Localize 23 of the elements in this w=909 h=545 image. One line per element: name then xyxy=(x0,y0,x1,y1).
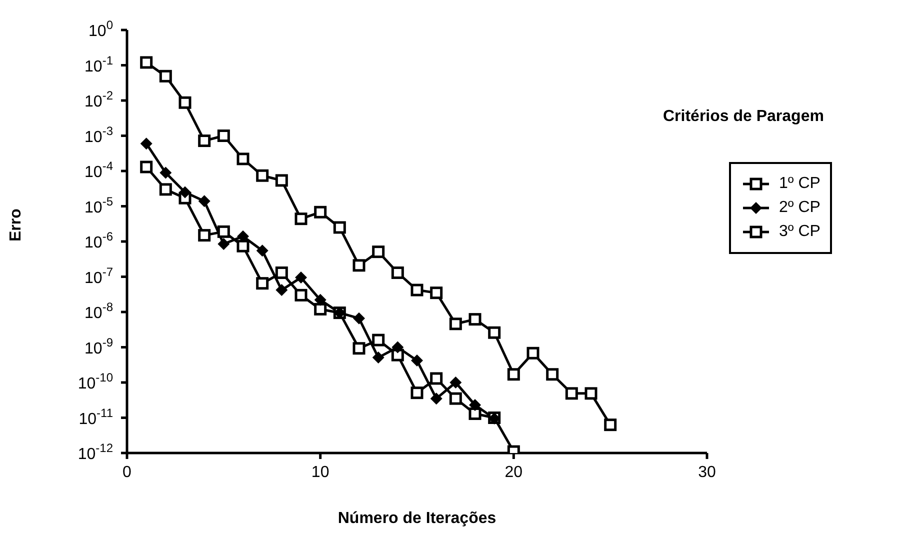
y-tick-label: 10$^{-8}$ xyxy=(84,300,114,322)
y-tick-label: 10$^{0}$ xyxy=(88,18,114,40)
y-tick-label: 10$^{-10}$ xyxy=(78,370,114,392)
x-tick-label: 20 xyxy=(504,464,523,481)
x-tick-label: 0 xyxy=(122,464,132,481)
y-tick-label: 10$^{-4}$ xyxy=(84,159,114,181)
x-tick-label: 30 xyxy=(698,464,716,481)
y-tick-label: 10$^{-2}$ xyxy=(84,88,114,110)
y-tick-label: 10$^{-5}$ xyxy=(84,194,114,216)
y-tick-label: 10$^{-1}$ xyxy=(84,53,114,76)
legend-label: 1º CP xyxy=(779,174,820,194)
y-tick-label: 10$^{-7}$ xyxy=(84,264,114,287)
y-tick-label: 10$^{-9}$ xyxy=(84,335,114,358)
x-axis-title: Número de Iterações xyxy=(338,510,496,527)
legend-title: Critérios de Paragem xyxy=(663,108,825,126)
y-tick-label: 10$^{-12}$ xyxy=(78,441,114,463)
y-tick-label: 10$^{-3}$ xyxy=(84,124,114,146)
y-tick-label: 10$^{-6}$ xyxy=(84,230,114,252)
legend-label: 2º CP xyxy=(779,198,820,218)
legend-label: 3º CP xyxy=(779,222,820,242)
y-axis-title: Erro xyxy=(8,208,25,242)
y-tick-label: 10$^{-11}$ xyxy=(78,406,114,428)
x-tick-label: 10 xyxy=(311,464,330,481)
